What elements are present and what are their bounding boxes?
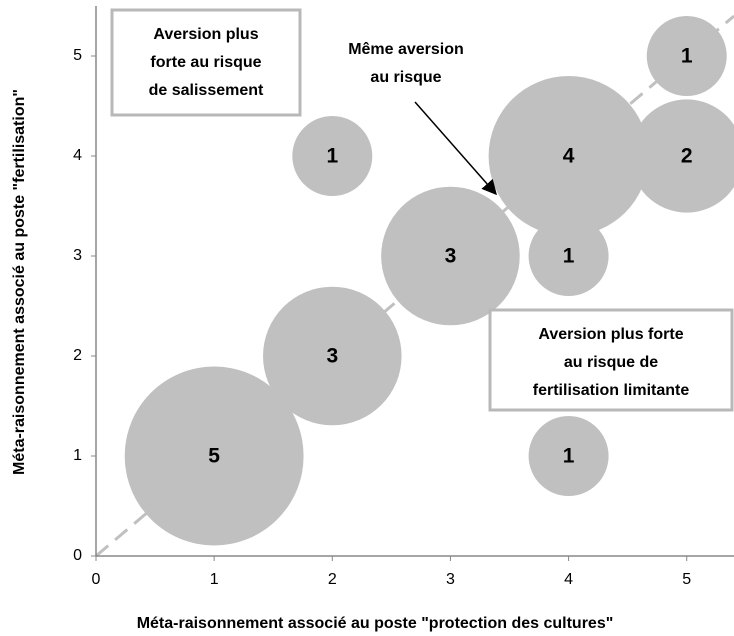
y-tick-label: 2 (73, 347, 82, 364)
bubble-label: 1 (681, 45, 693, 68)
bubble-label: 1 (326, 145, 338, 168)
bubble (381, 186, 520, 326)
x-tick-label: 0 (92, 571, 101, 588)
y-tick-label: 3 (73, 247, 82, 264)
annotation-text: Aversion plus forte (538, 326, 683, 343)
bubble-label: 4 (563, 145, 575, 168)
annotation-text: forte au risque (150, 54, 261, 71)
bubble (646, 16, 727, 96)
annotation-text: au risque de (564, 354, 658, 371)
bubble-label: 3 (445, 245, 457, 268)
bubble-label: 3 (326, 345, 338, 368)
annotation-text: de salissement (149, 82, 264, 99)
annotation-arrow (414, 101, 497, 196)
annotation-box (488, 308, 734, 412)
bubble-label: 1 (563, 445, 575, 468)
x-tick-label: 5 (682, 571, 691, 588)
annotation-text: fertilisation limitante (533, 382, 690, 399)
annotation-text: au risque (370, 69, 441, 86)
bubble-label: 2 (681, 145, 693, 168)
y-tick-label: 5 (73, 47, 82, 64)
x-tick-label: 3 (446, 571, 455, 588)
y-tick-label: 0 (73, 547, 82, 564)
bubble (292, 116, 373, 196)
y-axis-title: Méta-raisonnement associé au poste "fert… (11, 89, 28, 475)
x-axis-title: Méta-raisonnement associé au poste "prot… (137, 615, 614, 632)
annotation-text: Aversion plus (153, 26, 258, 43)
x-tick-label: 4 (564, 571, 573, 588)
bubble-label: 5 (208, 445, 220, 468)
y-tick-label: 1 (73, 447, 82, 464)
y-tick-label: 4 (73, 147, 82, 164)
bubble (488, 76, 649, 236)
annotation-box (110, 8, 302, 117)
bubble (528, 416, 609, 496)
bubble (630, 99, 734, 213)
annotation-text: Même aversion (348, 41, 464, 58)
bubble-label: 1 (563, 245, 575, 268)
bubble (528, 216, 609, 296)
x-tick-label: 2 (328, 571, 337, 588)
bubble (124, 366, 304, 546)
bubble (263, 286, 402, 426)
x-tick-label: 1 (210, 571, 219, 588)
